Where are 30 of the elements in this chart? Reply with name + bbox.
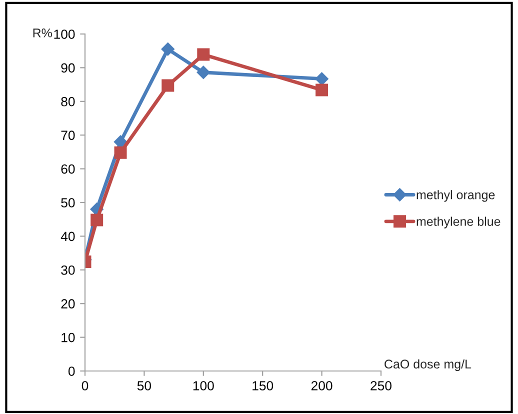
point: [197, 48, 210, 61]
x-tick-label: 0: [82, 381, 88, 390]
x-tick-label: 100: [193, 381, 214, 390]
y-tick-label: 70: [61, 130, 75, 140]
point: [161, 42, 174, 56]
point: [90, 214, 104, 226]
y-tick-label: 20: [61, 299, 75, 309]
point: [316, 84, 328, 96]
y-tick-label: 40: [60, 232, 75, 242]
point: [315, 72, 328, 86]
x-tick-label: 200: [311, 381, 332, 390]
y-tick-label: 80: [61, 96, 75, 106]
y-axis-title: R%: [33, 28, 52, 38]
point: [196, 66, 210, 80]
legend-label: methyl orange: [416, 190, 495, 202]
y-tick-label: 90: [61, 63, 75, 73]
x-tick-label: 250: [370, 381, 392, 390]
x-tick-label: 150: [252, 381, 274, 390]
point: [114, 146, 127, 159]
y-tick-label: 30: [61, 265, 75, 275]
x-axis-title: CaO dose mg/L: [384, 359, 472, 371]
point: [162, 79, 174, 92]
y-tick-label: 0: [68, 366, 75, 376]
y-tick-label: 50: [61, 198, 75, 208]
point: [114, 135, 128, 148]
x-tick-label: 50: [137, 381, 152, 390]
y-tick-label: 60: [61, 164, 75, 174]
y-tick-label: 100: [54, 30, 75, 39]
legend-label: methylene blue: [416, 216, 500, 228]
y-tick-label: 10: [62, 332, 75, 342]
